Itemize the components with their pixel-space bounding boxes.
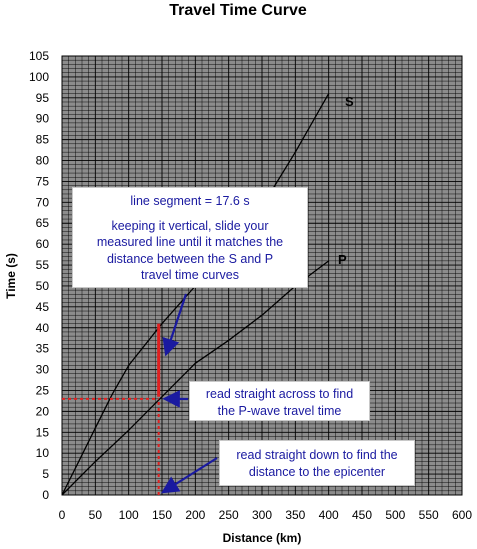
x-tick-labels: 0 50 100 150 200 250 300 350 400 450 500 550 600 xyxy=(59,508,473,522)
y-tick-label: 85 xyxy=(36,133,50,147)
x-tick-label: 550 xyxy=(419,508,439,522)
down-note-line-2: distance to the epicenter xyxy=(248,464,386,479)
y-tick-label: 55 xyxy=(36,258,50,272)
series-label-s: S xyxy=(345,94,354,109)
guide-lines xyxy=(62,323,161,495)
plot-border xyxy=(61,55,463,496)
y-tick-label: 95 xyxy=(36,91,50,105)
x-tick-label: 300 xyxy=(252,508,272,522)
x-tick-label: 0 xyxy=(59,508,66,522)
segment-note-line-2: measured line until it matches the xyxy=(96,235,284,249)
x-tick-label: 200 xyxy=(185,508,205,522)
segment-note-line-1: keeping it vertical, slide your xyxy=(111,218,269,233)
x-tick-label: 50 xyxy=(89,508,103,522)
y-tick-label: 45 xyxy=(36,300,50,314)
y-tick-label: 75 xyxy=(36,174,50,188)
segment-note-line-4: travel time curves xyxy=(141,268,239,282)
across-note-box: read straight across to find the P-wave … xyxy=(189,381,370,421)
y-tick-label: 15 xyxy=(36,425,50,439)
segment-note-line-3: distance between the S and P xyxy=(106,251,274,266)
across-note-line-1: read straight across to find xyxy=(205,387,354,401)
x-tick-label: 150 xyxy=(152,508,172,522)
annotation-arrows xyxy=(160,293,218,494)
series-label-p: P xyxy=(338,252,347,267)
x-tick-label: 500 xyxy=(385,508,405,522)
y-tick-label: 30 xyxy=(36,363,50,377)
x-tick-label: 100 xyxy=(119,508,139,522)
y-tick-label: 105 xyxy=(29,49,49,63)
down-arrow xyxy=(160,457,218,494)
y-tick-label: 35 xyxy=(36,342,50,356)
y-tick-label: 5 xyxy=(42,467,49,481)
y-tick-labels: 0 5 10 15 20 25 30 35 40 45 50 55 60 65 70 75 80 85 90 95 10… xyxy=(29,49,49,502)
x-axis-label: Distance (km) xyxy=(223,531,302,545)
x-tick-label: 250 xyxy=(219,508,239,522)
y-tick-label: 50 xyxy=(36,279,50,293)
x-tick-label: 350 xyxy=(285,508,305,522)
y-tick-label: 70 xyxy=(36,195,50,209)
y-tick-label: 0 xyxy=(42,488,49,502)
series-line-p xyxy=(61,260,330,496)
y-tick-label: 40 xyxy=(36,321,50,335)
across-note-line-2: the P-wave travel time xyxy=(217,403,342,418)
down-note-box: read straight down to find the distance … xyxy=(219,440,415,486)
y-tick-label: 60 xyxy=(36,237,50,251)
y-tick-label: 10 xyxy=(36,446,50,460)
segment-note-box: line segment = 17.6 s keeping it vertica… xyxy=(72,187,308,288)
chart-title: Travel Time Curve xyxy=(169,2,307,19)
segment-arrow xyxy=(162,293,188,357)
y-axis-label: Time (s) xyxy=(4,253,18,299)
y-tick-label: 90 xyxy=(36,112,50,126)
x-tick-label: 400 xyxy=(319,508,339,522)
y-tick-label: 65 xyxy=(36,216,50,230)
x-tick-label: 450 xyxy=(352,508,372,522)
down-note-line-1: read straight down to find the xyxy=(236,448,398,462)
y-tick-label: 25 xyxy=(36,383,50,397)
y-tick-label: 20 xyxy=(36,404,50,418)
y-tick-label: 80 xyxy=(36,154,50,168)
segment-length-text: line segment = 17.6 s xyxy=(130,194,250,208)
x-tick-label: 600 xyxy=(452,508,472,522)
y-tick-label: 100 xyxy=(29,70,49,84)
